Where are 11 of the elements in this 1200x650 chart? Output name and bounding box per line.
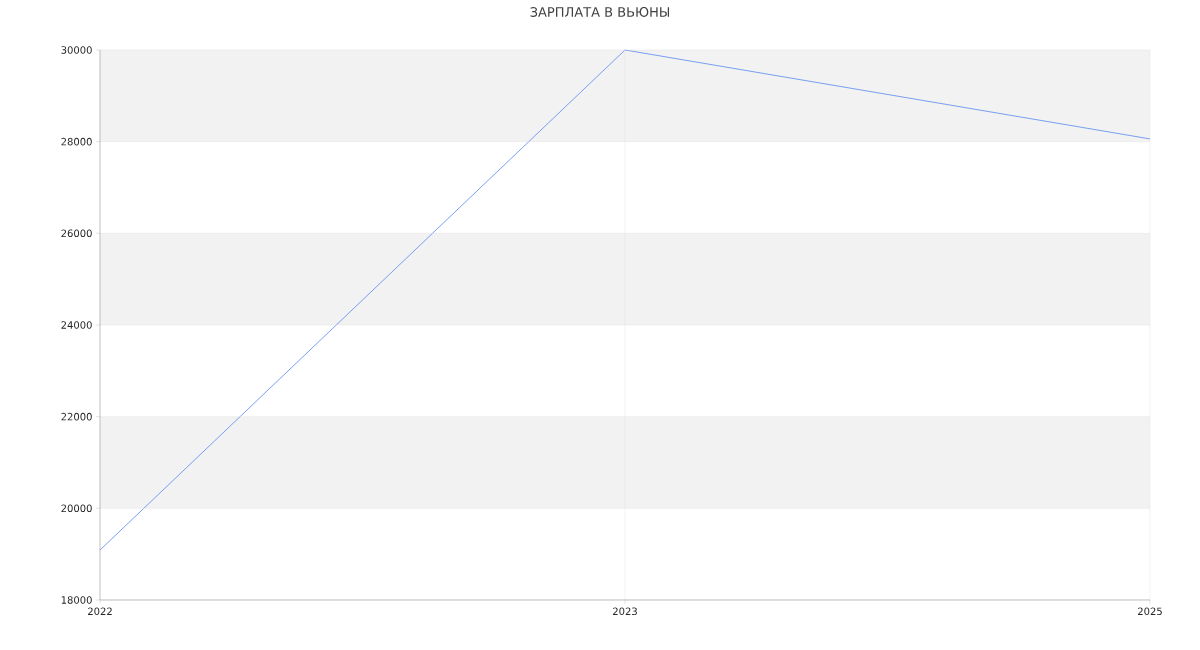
y-tick-label: 28000 [61, 137, 92, 146]
y-tick-label: 30000 [61, 46, 92, 54]
y-tick-label: 18000 [61, 596, 92, 604]
x-tick-label: 2022 [88, 607, 112, 616]
x-tick-label: 2025 [1138, 607, 1162, 616]
y-tick-label: 22000 [61, 412, 92, 421]
y-tick-label: 20000 [61, 504, 92, 513]
y-tick-label: 26000 [61, 229, 92, 238]
y-tick-label: 24000 [61, 321, 92, 329]
x-tick-label: 2023 [613, 607, 637, 616]
chart-title: ЗАРПЛАТА В ВЬЮНЫ [530, 7, 670, 17]
